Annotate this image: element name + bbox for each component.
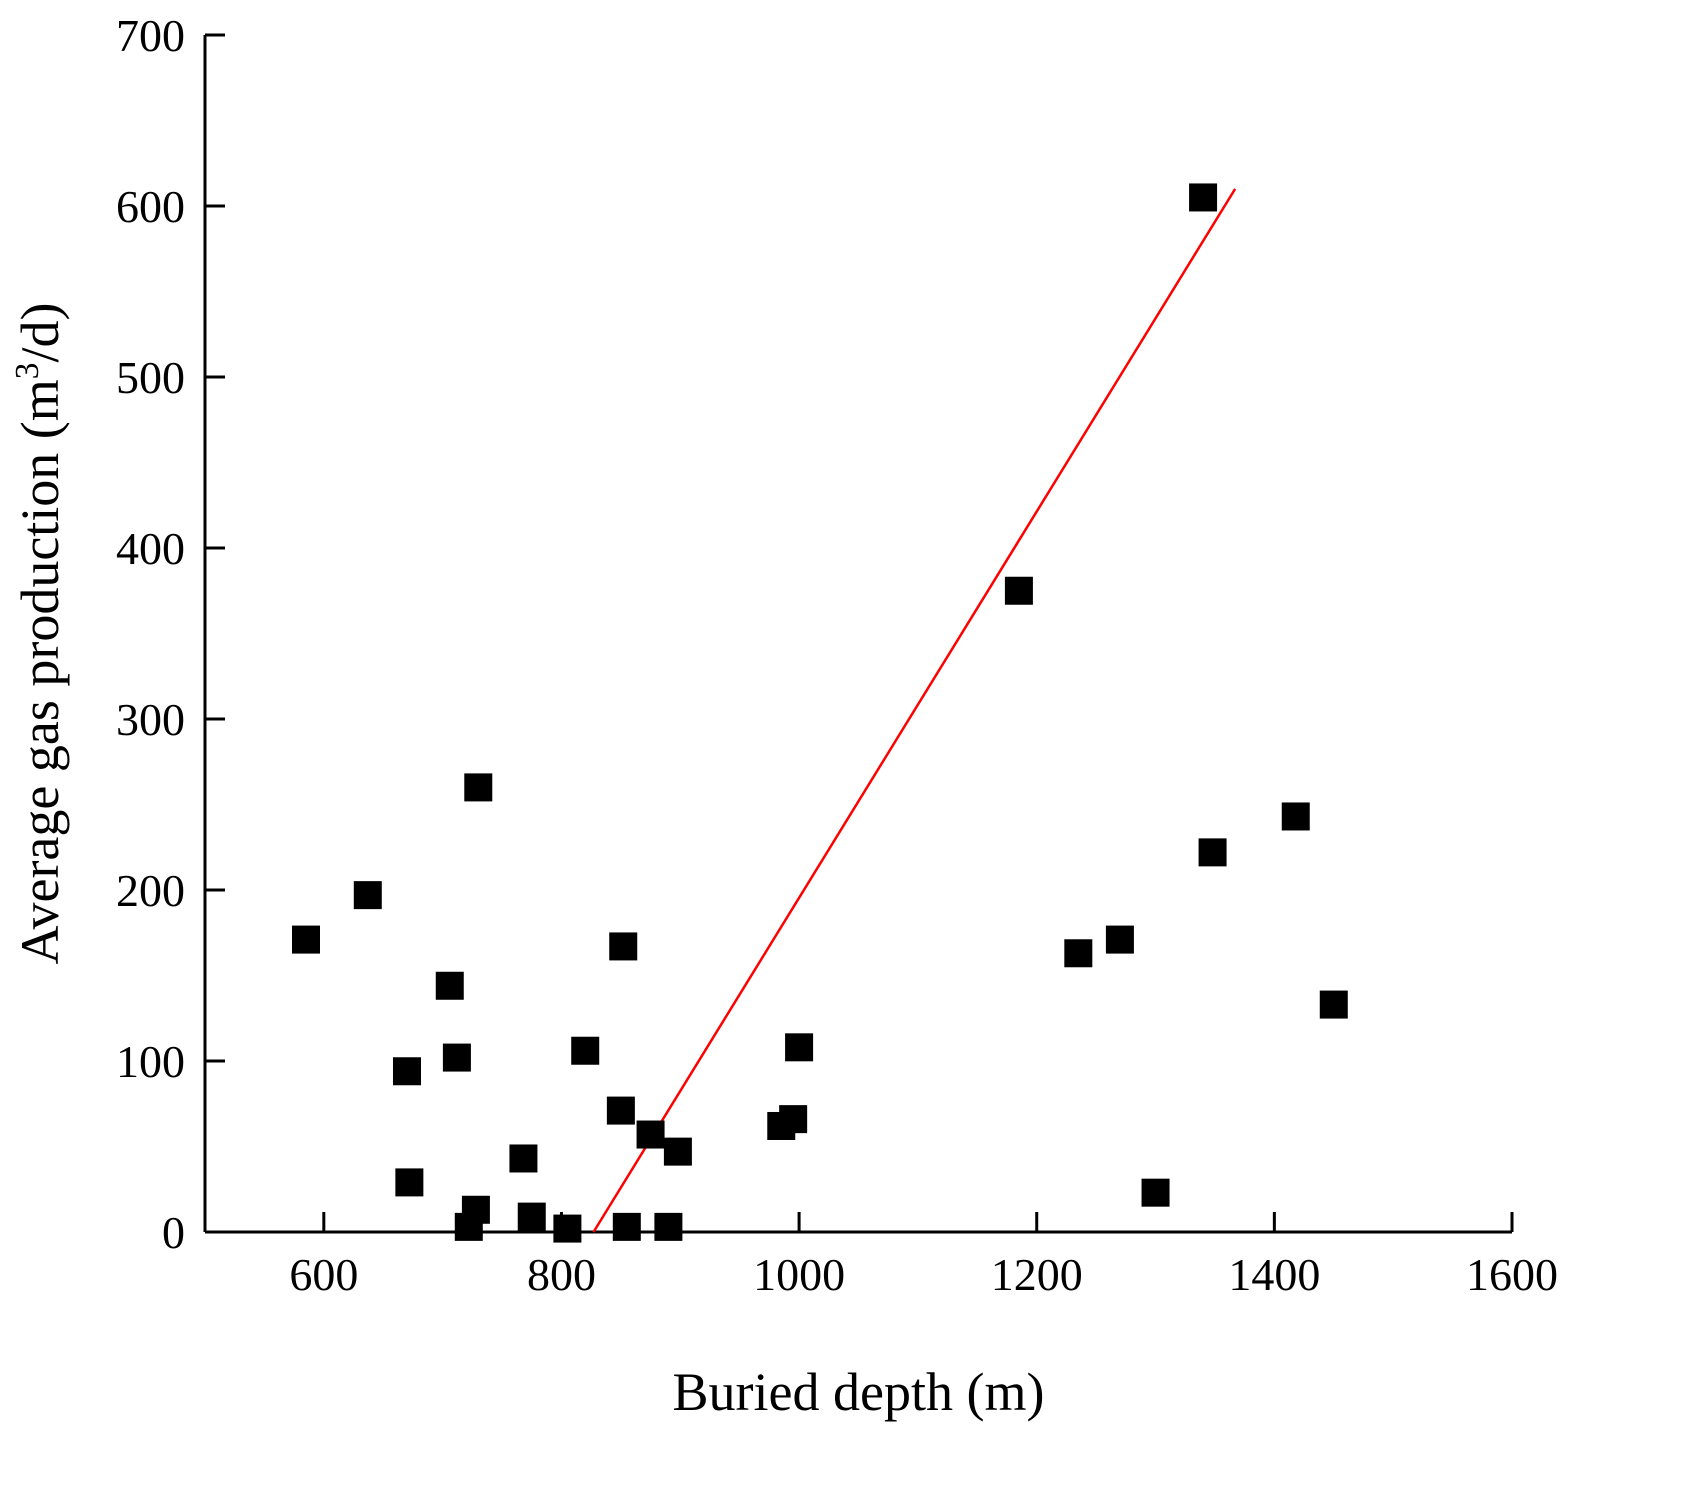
data-point <box>1105 925 1134 954</box>
data-point <box>435 971 464 1000</box>
data-point <box>392 1057 421 1086</box>
data-point <box>1141 1178 1170 1207</box>
data-point <box>1198 838 1227 867</box>
data-point <box>609 932 638 961</box>
y-tick-label: 0 <box>162 1207 185 1258</box>
data-point <box>395 1168 424 1197</box>
y-tick-label: 300 <box>116 694 185 745</box>
x-tick-label: 1000 <box>753 1249 845 1300</box>
data-point <box>779 1105 808 1134</box>
y-tick-label: 500 <box>116 352 185 403</box>
y-axis-title: Average gas production (m3​/d) <box>9 302 70 964</box>
data-point <box>1281 802 1310 831</box>
data-point <box>461 1195 490 1224</box>
x-tick-label: 600 <box>289 1249 358 1300</box>
data-point <box>571 1036 600 1065</box>
trend-line <box>592 188 1237 1233</box>
y-tick-label: 400 <box>116 523 185 574</box>
x-tick-label: 1400 <box>1228 1249 1320 1300</box>
data-point <box>1319 990 1348 1019</box>
data-point <box>663 1137 692 1166</box>
data-point <box>509 1144 538 1173</box>
y-tick-label: 100 <box>116 1036 185 1087</box>
data-point <box>612 1212 641 1241</box>
x-tick-label: 800 <box>527 1249 596 1300</box>
y-tick-label: 600 <box>116 181 185 232</box>
data-point <box>654 1212 683 1241</box>
data-point <box>1004 576 1033 605</box>
y-tick-label: 200 <box>116 865 185 916</box>
data-point <box>464 773 493 802</box>
x-tick-label: 1200 <box>991 1249 1083 1300</box>
data-point <box>442 1043 471 1072</box>
x-tick-label: 1600 <box>1466 1249 1558 1300</box>
y-tick-label: 700 <box>116 10 185 61</box>
data-point <box>785 1033 814 1062</box>
data-point <box>291 925 320 954</box>
data-point <box>1189 183 1218 212</box>
data-point <box>1064 939 1093 968</box>
data-point <box>517 1202 546 1231</box>
data-point <box>553 1214 582 1243</box>
data-point <box>606 1096 635 1125</box>
data-point <box>353 881 382 910</box>
data-point <box>636 1120 665 1149</box>
x-axis-title: Buried depth (m) <box>673 1362 1045 1422</box>
